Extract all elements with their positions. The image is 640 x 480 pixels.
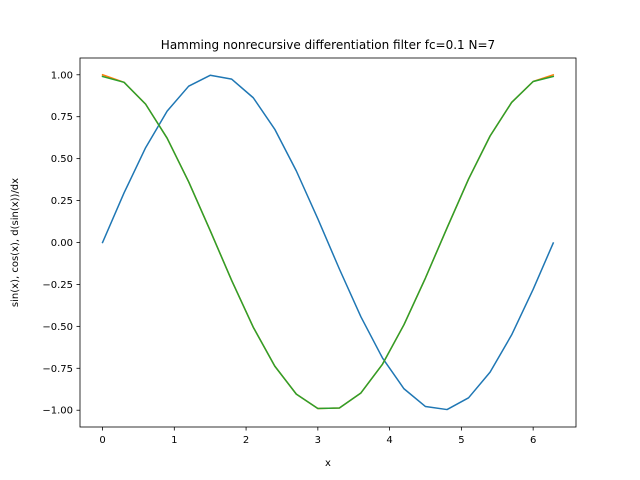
y-tick-label: 0.50: [51, 154, 73, 165]
y-tick-label: 0.25: [51, 196, 73, 207]
y-tick-label: −1.00: [42, 406, 73, 417]
x-tick-label: 6: [530, 435, 536, 446]
chart-title: Hamming nonrecursive differentiation fil…: [161, 38, 495, 52]
x-tick-label: 2: [243, 435, 249, 446]
x-tick-label: 1: [171, 435, 177, 446]
y-tick-label: −0.25: [42, 280, 73, 291]
y-tick-label: 0.00: [51, 238, 73, 249]
x-axis-ticks: 0 1 2 3 4 5 6: [99, 427, 536, 446]
y-tick-label: −0.75: [42, 364, 73, 375]
x-tick-label: 0: [99, 435, 105, 446]
y-tick-label: −0.50: [42, 322, 73, 333]
series-line-3: [101, 75, 555, 410]
series-line-1: [101, 74, 555, 411]
series-layer: [101, 73, 555, 411]
x-axis-label: x: [325, 458, 331, 469]
y-tick-label: 0.75: [51, 112, 73, 123]
y-axis-label: sin(x), cos(x), d(sin(x))/dx: [10, 178, 21, 307]
y-axis-ticks: −1.00 −0.75 −0.50 −0.25 0.00 0.25 0.50 0.75 1.00: [42, 70, 80, 417]
x-tick-label: 3: [315, 435, 321, 446]
x-tick-label: 4: [386, 435, 392, 446]
y-tick-label: 1.00: [51, 70, 73, 81]
x-tick-label: 5: [458, 435, 464, 446]
